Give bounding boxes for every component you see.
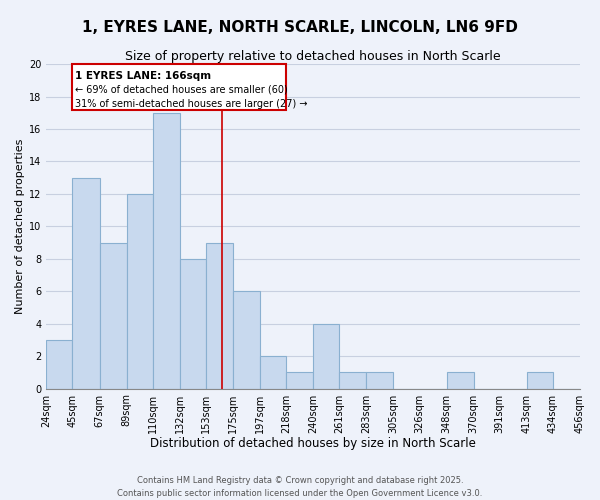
Bar [180,259,206,388]
X-axis label: Distribution of detached houses by size in North Scarle: Distribution of detached houses by size … [150,437,476,450]
Bar [100,242,127,388]
Bar [233,292,260,388]
Text: 1 EYRES LANE: 166sqm: 1 EYRES LANE: 166sqm [75,70,211,81]
Title: Size of property relative to detached houses in North Scarle: Size of property relative to detached ho… [125,50,501,63]
Bar [339,372,367,388]
Bar [286,372,313,388]
Bar [46,340,73,388]
Bar [260,356,286,388]
Text: 31% of semi-detached houses are larger (27) →: 31% of semi-detached houses are larger (… [75,98,307,108]
Bar [367,372,394,388]
Bar [313,324,339,388]
Bar [206,242,233,388]
Bar [152,113,180,388]
Bar [527,372,553,388]
FancyBboxPatch shape [73,64,286,110]
Bar [446,372,474,388]
Y-axis label: Number of detached properties: Number of detached properties [15,138,25,314]
Text: ← 69% of detached houses are smaller (60): ← 69% of detached houses are smaller (60… [75,84,287,94]
Bar [73,178,100,388]
Text: Contains HM Land Registry data © Crown copyright and database right 2025.
Contai: Contains HM Land Registry data © Crown c… [118,476,482,498]
Text: 1, EYRES LANE, NORTH SCARLE, LINCOLN, LN6 9FD: 1, EYRES LANE, NORTH SCARLE, LINCOLN, LN… [82,20,518,35]
Bar [127,194,152,388]
